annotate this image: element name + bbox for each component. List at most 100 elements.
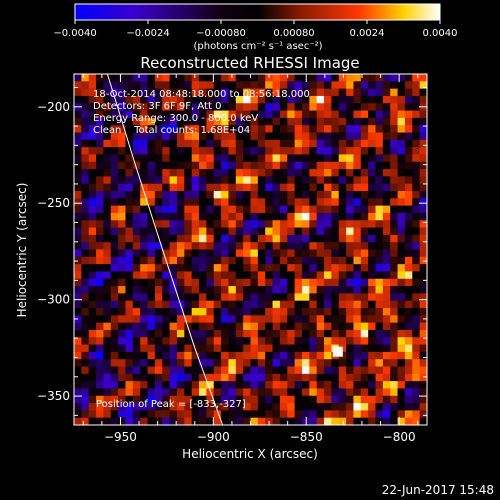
heatmap-cell: [331, 191, 340, 199]
heatmap-cell: [265, 169, 273, 177]
heatmap-cell: [397, 95, 406, 104]
heatmap-cell: [301, 234, 310, 243]
heatmap-cell: [404, 110, 413, 119]
heatmap-cell: [419, 147, 428, 155]
heatmap-cell: [390, 278, 398, 287]
heatmap-cell: [199, 417, 207, 426]
heatmap-cell: [279, 132, 288, 141]
heatmap-cell: [301, 161, 310, 170]
heatmap-cell: [235, 74, 244, 82]
heatmap-cell: [228, 95, 237, 104]
heatmap-cell: [368, 344, 376, 353]
heatmap-cell: [301, 242, 310, 250]
heatmap-cell: [404, 176, 413, 185]
heatmap-cell: [316, 95, 325, 104]
heatmap-cell: [346, 139, 354, 148]
heatmap-cell: [309, 417, 318, 426]
heatmap-cell: [346, 315, 354, 324]
heatmap-cell: [88, 132, 97, 141]
heatmap-cell: [243, 329, 251, 338]
heatmap-cell: [279, 220, 288, 228]
heatmap-cell: [162, 176, 170, 185]
heatmap-cell: [118, 169, 126, 177]
heatmap-cell: [353, 154, 362, 163]
heatmap-cell: [287, 300, 296, 309]
heatmap-cell: [110, 249, 119, 258]
heatmap-cell: [140, 234, 148, 243]
heatmap-cell: [110, 227, 119, 236]
heatmap-cell: [390, 205, 398, 214]
heatmap-cell: [213, 191, 222, 199]
heatmap-cell: [331, 256, 340, 265]
heatmap-cell: [331, 147, 340, 155]
heatmap-cell: [81, 322, 90, 331]
heatmap-cell: [412, 139, 421, 148]
heatmap-cell: [390, 198, 398, 207]
heatmap-cell: [140, 74, 148, 82]
heatmap-cell: [419, 286, 428, 294]
heatmap-cell: [419, 366, 428, 375]
heatmap-cell: [316, 147, 325, 155]
heatmap-cell: [235, 147, 244, 155]
heatmap-cell: [243, 191, 251, 199]
heatmap-cell: [419, 110, 428, 119]
heatmap-cell: [88, 381, 97, 389]
heatmap-cell: [118, 198, 126, 207]
heatmap-cell: [199, 183, 207, 192]
heatmap-cell: [390, 147, 398, 155]
heatmap-cell: [412, 161, 421, 170]
heatmap-cell: [199, 81, 207, 90]
heatmap-cell: [257, 242, 266, 250]
heatmap-cell: [125, 315, 134, 324]
heatmap-cell: [103, 176, 112, 185]
heatmap-cell: [331, 125, 340, 133]
heatmap-cell: [118, 95, 126, 104]
heatmap-cell: [243, 373, 251, 382]
heatmap-cell: [419, 373, 428, 382]
heatmap-cell: [316, 403, 325, 411]
heatmap-cell: [176, 359, 185, 367]
heatmap-cell: [184, 95, 193, 104]
heatmap-cell: [250, 271, 259, 280]
heatmap-cell: [147, 344, 156, 353]
heatmap-cell: [397, 81, 406, 90]
heatmap-cell: [397, 103, 406, 111]
heatmap-cell: [228, 351, 237, 360]
heatmap-cell: [404, 88, 413, 97]
heatmap-cell: [360, 95, 369, 104]
heatmap-cell: [199, 95, 207, 104]
heatmap-cell: [103, 103, 112, 111]
heatmap-cell: [199, 278, 207, 287]
heatmap-cell: [375, 395, 384, 404]
heatmap-cell: [294, 278, 303, 287]
heatmap-cell: [243, 300, 251, 309]
heatmap-cell: [235, 88, 244, 97]
heatmap-cell: [368, 88, 376, 97]
heatmap-cell: [279, 117, 288, 126]
heatmap-cell: [419, 337, 428, 345]
heatmap-cell: [404, 103, 413, 111]
heatmap-cell: [103, 183, 112, 192]
heatmap-cell: [287, 88, 296, 97]
heatmap-cell: [353, 234, 362, 243]
heatmap-cell: [184, 117, 193, 126]
heatmap-cell: [272, 388, 281, 397]
heatmap-cell: [140, 410, 148, 419]
heatmap-cell: [199, 176, 207, 185]
heatmap-cell: [250, 154, 259, 163]
heatmap-cell: [287, 74, 296, 82]
heatmap-cell: [132, 81, 141, 90]
heatmap-cell: [294, 95, 303, 104]
heatmap-cell: [125, 410, 134, 419]
heatmap-cell: [103, 256, 112, 265]
heatmap-cell: [74, 227, 82, 236]
heatmap-cell: [324, 242, 332, 250]
heatmap-cell: [257, 337, 266, 345]
heatmap-cell: [176, 176, 185, 185]
heatmap-cell: [279, 359, 288, 367]
heatmap-cell: [279, 366, 288, 375]
heatmap-cell: [257, 256, 266, 265]
heatmap-cell: [309, 95, 318, 104]
heatmap-cell: [279, 381, 288, 389]
heatmap-cell: [316, 395, 325, 404]
